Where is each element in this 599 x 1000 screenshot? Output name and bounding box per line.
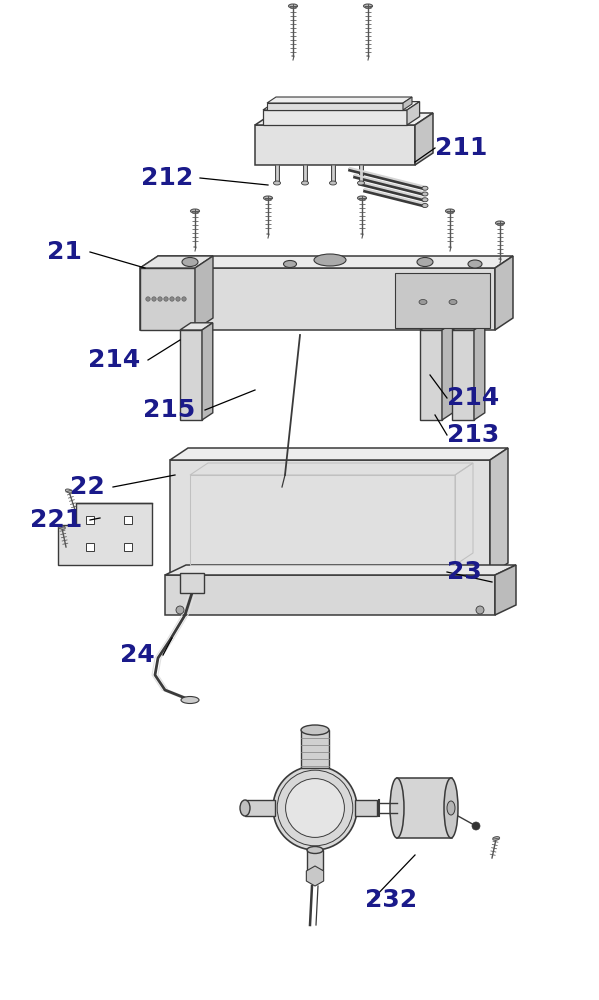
- Ellipse shape: [264, 196, 273, 200]
- Polygon shape: [442, 323, 453, 420]
- Polygon shape: [452, 330, 474, 420]
- Ellipse shape: [301, 181, 308, 185]
- Ellipse shape: [493, 837, 500, 840]
- Ellipse shape: [274, 181, 280, 185]
- Polygon shape: [180, 330, 202, 420]
- Circle shape: [158, 297, 162, 301]
- Circle shape: [164, 297, 168, 301]
- Ellipse shape: [422, 204, 428, 208]
- Circle shape: [176, 297, 180, 301]
- Polygon shape: [495, 565, 516, 615]
- Ellipse shape: [286, 779, 344, 837]
- Ellipse shape: [190, 209, 199, 213]
- Circle shape: [152, 297, 156, 301]
- Ellipse shape: [314, 254, 346, 266]
- Circle shape: [472, 822, 480, 830]
- FancyBboxPatch shape: [301, 730, 329, 768]
- Circle shape: [146, 297, 150, 301]
- Polygon shape: [140, 268, 495, 330]
- Polygon shape: [255, 113, 433, 125]
- Ellipse shape: [422, 186, 428, 190]
- Polygon shape: [255, 125, 415, 165]
- Ellipse shape: [390, 778, 404, 838]
- Polygon shape: [263, 102, 420, 110]
- Circle shape: [476, 606, 484, 614]
- Text: 214: 214: [447, 386, 499, 410]
- Polygon shape: [267, 103, 403, 110]
- Ellipse shape: [358, 196, 367, 200]
- Ellipse shape: [364, 4, 373, 8]
- Polygon shape: [403, 97, 412, 110]
- Polygon shape: [267, 97, 412, 103]
- Text: 211: 211: [435, 136, 488, 160]
- Ellipse shape: [422, 198, 428, 202]
- Circle shape: [182, 297, 186, 301]
- FancyBboxPatch shape: [397, 778, 452, 838]
- FancyBboxPatch shape: [355, 800, 377, 816]
- Polygon shape: [170, 460, 490, 575]
- Polygon shape: [58, 503, 152, 565]
- Polygon shape: [170, 448, 508, 460]
- Text: 221: 221: [30, 508, 82, 532]
- Text: 214: 214: [87, 348, 140, 372]
- Ellipse shape: [182, 257, 198, 266]
- Ellipse shape: [240, 800, 250, 816]
- Polygon shape: [140, 268, 195, 330]
- Polygon shape: [420, 330, 442, 420]
- Polygon shape: [495, 256, 513, 330]
- Ellipse shape: [358, 181, 365, 185]
- FancyBboxPatch shape: [307, 850, 323, 870]
- Circle shape: [176, 606, 184, 614]
- Ellipse shape: [447, 801, 455, 815]
- Text: 232: 232: [365, 888, 417, 912]
- Ellipse shape: [446, 209, 455, 213]
- Polygon shape: [180, 573, 204, 593]
- Ellipse shape: [58, 526, 65, 529]
- Ellipse shape: [301, 725, 329, 735]
- Polygon shape: [395, 273, 490, 328]
- Polygon shape: [452, 323, 485, 330]
- Ellipse shape: [495, 221, 504, 225]
- FancyBboxPatch shape: [245, 800, 275, 816]
- Polygon shape: [195, 256, 213, 330]
- Polygon shape: [140, 256, 513, 268]
- Ellipse shape: [307, 846, 323, 854]
- Ellipse shape: [444, 778, 458, 838]
- Polygon shape: [407, 102, 420, 125]
- Polygon shape: [415, 113, 433, 165]
- Ellipse shape: [283, 260, 297, 267]
- Text: 212: 212: [141, 166, 193, 190]
- Polygon shape: [165, 565, 516, 575]
- Ellipse shape: [419, 300, 427, 304]
- Ellipse shape: [422, 192, 428, 196]
- Polygon shape: [474, 323, 485, 420]
- Ellipse shape: [468, 260, 482, 268]
- Ellipse shape: [329, 181, 337, 185]
- Ellipse shape: [181, 696, 199, 704]
- Polygon shape: [490, 448, 508, 575]
- Text: 24: 24: [120, 643, 155, 667]
- Polygon shape: [180, 323, 213, 330]
- Ellipse shape: [273, 766, 357, 850]
- Ellipse shape: [417, 257, 433, 266]
- Circle shape: [170, 297, 174, 301]
- Ellipse shape: [289, 4, 298, 8]
- Text: 215: 215: [143, 398, 195, 422]
- Polygon shape: [165, 575, 495, 615]
- Text: 213: 213: [447, 423, 499, 447]
- Polygon shape: [202, 323, 213, 420]
- Ellipse shape: [65, 489, 72, 493]
- Ellipse shape: [449, 300, 457, 304]
- Polygon shape: [420, 323, 453, 330]
- Text: 23: 23: [447, 560, 482, 584]
- Polygon shape: [140, 256, 213, 268]
- Text: 22: 22: [70, 475, 105, 499]
- Text: 21: 21: [47, 240, 82, 264]
- Polygon shape: [263, 110, 407, 125]
